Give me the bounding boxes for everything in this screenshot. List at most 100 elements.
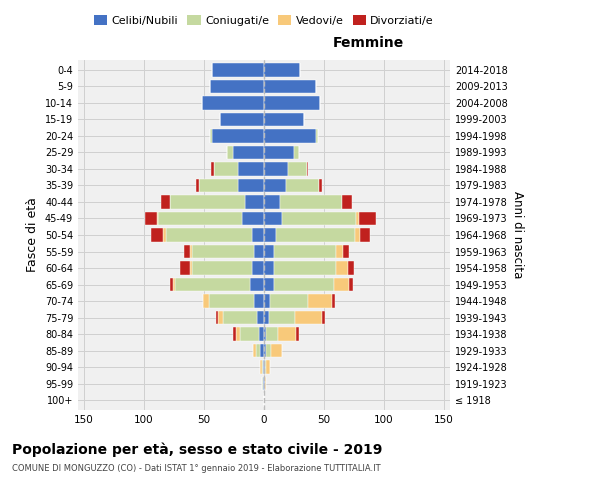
Bar xyxy=(280,195,342,209)
Bar xyxy=(211,162,214,175)
Bar xyxy=(252,228,264,242)
Bar xyxy=(264,212,282,226)
Bar xyxy=(161,195,170,209)
Bar xyxy=(264,261,274,275)
Bar xyxy=(170,278,173,291)
Bar xyxy=(180,261,190,275)
Bar xyxy=(264,162,288,175)
Bar xyxy=(322,311,325,324)
Bar xyxy=(348,261,354,275)
Bar xyxy=(265,360,266,374)
Bar xyxy=(271,344,282,358)
Bar xyxy=(253,344,256,358)
Bar xyxy=(254,244,264,258)
Bar xyxy=(252,261,264,275)
Bar xyxy=(265,377,266,390)
Legend: Celibi/Nubili, Coniugati/e, Vedovi/e, Divorziati/e: Celibi/Nubili, Coniugati/e, Vedovi/e, Di… xyxy=(89,10,439,30)
Bar xyxy=(210,129,212,142)
Bar xyxy=(190,244,192,258)
Bar xyxy=(158,212,242,226)
Bar xyxy=(274,244,336,258)
Bar xyxy=(266,360,270,374)
Bar xyxy=(163,228,166,242)
Bar xyxy=(250,278,264,291)
Bar xyxy=(212,63,264,76)
Bar xyxy=(157,212,158,226)
Bar xyxy=(184,244,190,258)
Bar xyxy=(270,294,308,308)
Bar xyxy=(266,344,271,358)
Bar xyxy=(264,228,276,242)
Bar xyxy=(262,377,263,390)
Bar xyxy=(264,244,274,258)
Bar xyxy=(192,261,252,275)
Bar xyxy=(274,261,336,275)
Text: COMUNE DI MONGUZZO (CO) - Dati ISTAT 1° gennaio 2019 - Elaborazione TUTTITALIA.I: COMUNE DI MONGUZZO (CO) - Dati ISTAT 1° … xyxy=(12,464,380,473)
Bar xyxy=(199,178,238,192)
Bar xyxy=(342,195,352,209)
Bar xyxy=(294,146,299,159)
Bar xyxy=(260,344,264,358)
Bar xyxy=(175,278,250,291)
Bar xyxy=(264,195,280,209)
Bar xyxy=(256,344,260,358)
Bar xyxy=(296,328,299,341)
Bar xyxy=(192,244,254,258)
Bar xyxy=(238,178,264,192)
Bar xyxy=(336,244,343,258)
Bar xyxy=(264,344,266,358)
Bar xyxy=(236,328,240,341)
Bar xyxy=(266,328,278,341)
Bar xyxy=(264,96,320,110)
Bar xyxy=(218,311,223,324)
Bar xyxy=(263,377,264,390)
Bar xyxy=(203,294,209,308)
Bar xyxy=(173,278,175,291)
Bar xyxy=(216,311,218,324)
Bar xyxy=(264,311,269,324)
Bar xyxy=(274,278,334,291)
Bar xyxy=(316,129,318,142)
Bar xyxy=(269,311,295,324)
Bar xyxy=(336,261,348,275)
Bar xyxy=(334,278,349,291)
Bar xyxy=(151,228,163,242)
Bar xyxy=(307,162,308,175)
Bar xyxy=(223,311,257,324)
Bar xyxy=(264,112,304,126)
Bar xyxy=(264,294,270,308)
Y-axis label: Fasce di età: Fasce di età xyxy=(26,198,39,272)
Bar xyxy=(254,294,264,308)
Bar xyxy=(262,360,263,374)
Bar xyxy=(332,294,335,308)
Bar xyxy=(263,360,264,374)
Bar xyxy=(264,328,266,341)
Bar xyxy=(278,328,296,341)
Bar xyxy=(360,228,370,242)
Bar xyxy=(264,146,294,159)
Text: Femmine: Femmine xyxy=(332,36,404,50)
Bar xyxy=(233,328,236,341)
Bar xyxy=(170,195,245,209)
Bar xyxy=(214,162,238,175)
Bar xyxy=(264,80,316,93)
Bar xyxy=(264,377,265,390)
Bar xyxy=(212,129,264,142)
Bar xyxy=(264,129,316,142)
Bar xyxy=(349,278,353,291)
Bar xyxy=(240,328,259,341)
Bar xyxy=(288,162,307,175)
Bar xyxy=(343,244,349,258)
Bar xyxy=(264,278,274,291)
Bar xyxy=(308,294,332,308)
Bar xyxy=(238,162,264,175)
Bar xyxy=(209,294,254,308)
Bar xyxy=(264,360,265,374)
Bar xyxy=(196,178,199,192)
Bar xyxy=(276,228,355,242)
Bar xyxy=(264,178,286,192)
Bar xyxy=(245,195,264,209)
Bar xyxy=(202,96,264,110)
Bar xyxy=(282,212,356,226)
Bar xyxy=(257,311,264,324)
